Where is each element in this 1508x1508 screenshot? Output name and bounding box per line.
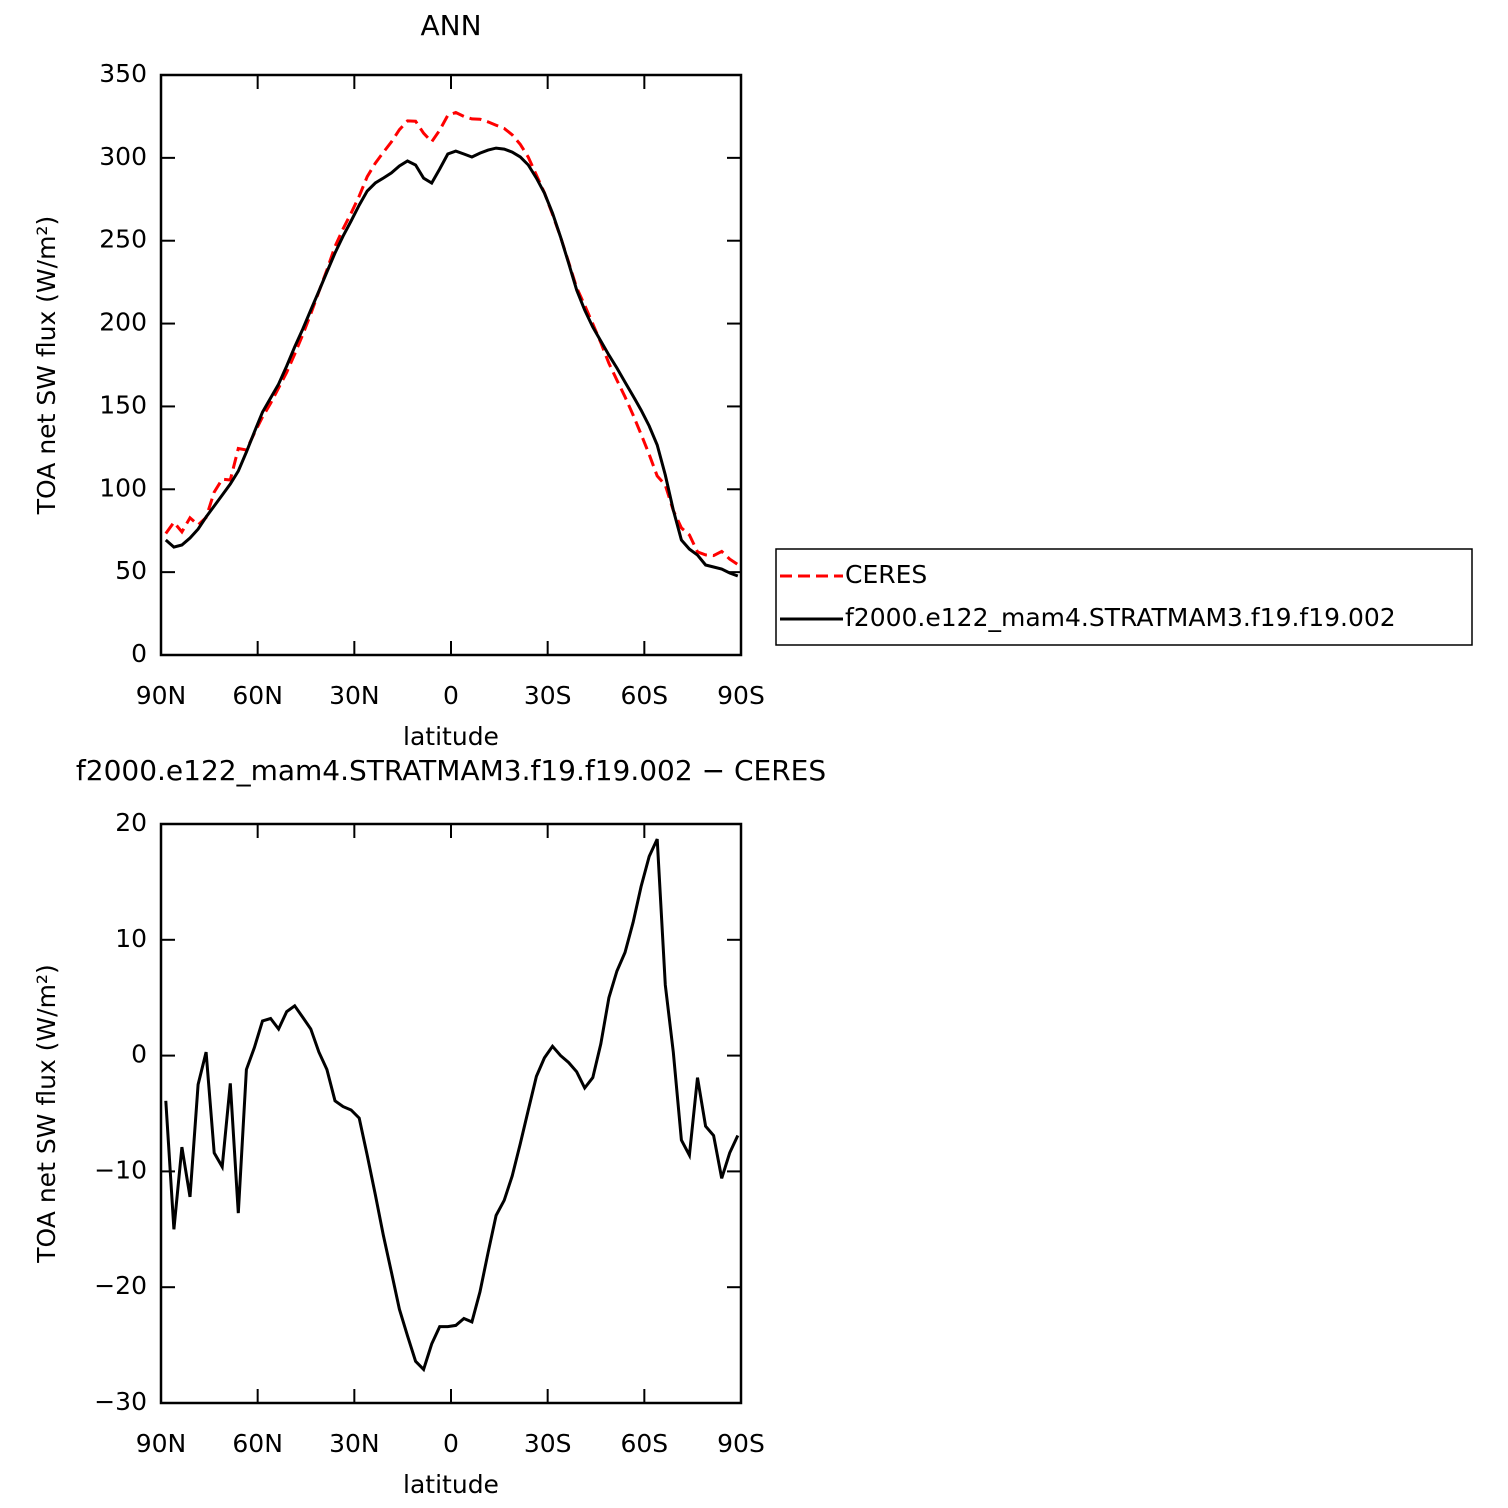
x-tick-label: 90S — [717, 1429, 765, 1458]
x-tick-label: 60S — [620, 1429, 668, 1458]
y-tick-label: 50 — [115, 556, 147, 585]
plot-frame — [159, 822, 743, 1405]
x-tick-label: 30S — [524, 1429, 572, 1458]
x-tick-label: 30N — [329, 681, 380, 710]
y-tick-label: 250 — [99, 225, 147, 254]
data-line — [164, 110, 739, 566]
x-tick-label: 90S — [717, 681, 765, 710]
y-tick-label: 150 — [99, 390, 147, 419]
chart-title: f2000.e122_mam4.STRATMAM3.f19.f19.002 − … — [76, 754, 826, 787]
y-axis-label: TOA net SW flux (W/m²) — [32, 216, 61, 515]
y-tick-label: −10 — [94, 1155, 147, 1184]
legend-label: f2000.e122_mam4.STRATMAM3.f19.f19.002 — [845, 603, 1396, 632]
plot-frame — [159, 73, 743, 657]
x-tick-label: 0 — [443, 1429, 459, 1458]
y-tick-label: 10 — [115, 924, 147, 953]
data-line — [164, 838, 740, 1373]
x-tick-label: 90N — [136, 681, 187, 710]
x-tick-label: 60N — [232, 681, 283, 710]
y-tick-label: 300 — [99, 142, 147, 171]
y-tick-label: 200 — [99, 308, 147, 337]
legend-box — [775, 548, 1473, 646]
data-line — [164, 146, 739, 578]
y-tick-label: 350 — [99, 59, 147, 88]
chart-title: ANN — [420, 9, 481, 42]
y-tick-label: 0 — [131, 639, 147, 668]
x-axis-label: latitude — [403, 722, 499, 751]
y-tick-label: 0 — [131, 1040, 147, 1069]
x-tick-label: 60S — [620, 681, 668, 710]
x-tick-label: 0 — [443, 681, 459, 710]
x-tick-label: 30S — [524, 681, 572, 710]
y-tick-label: −30 — [94, 1387, 147, 1416]
x-tick-label: 60N — [232, 1429, 283, 1458]
x-tick-label: 30N — [329, 1429, 380, 1458]
y-axis-label: TOA net SW flux (W/m²) — [32, 964, 61, 1263]
y-tick-label: −20 — [94, 1271, 147, 1300]
y-tick-label: 20 — [115, 808, 147, 837]
y-tick-label: 100 — [99, 473, 147, 502]
x-axis-label: latitude — [403, 1470, 499, 1499]
legend-label: CERES — [845, 560, 927, 589]
x-tick-label: 90N — [136, 1429, 187, 1458]
